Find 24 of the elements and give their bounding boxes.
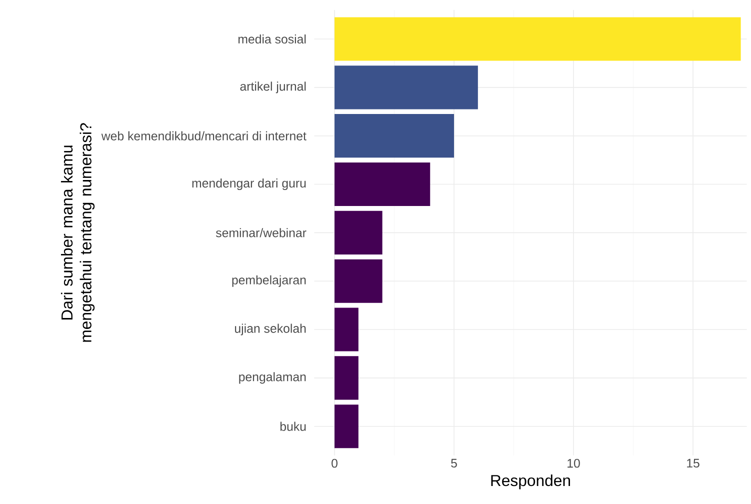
bar [334, 66, 478, 110]
bar [334, 404, 358, 448]
x-tick-label: 5 [451, 458, 457, 468]
y-tick-label: pengalaman [239, 372, 306, 384]
y-tick-label: pembelajaran [232, 275, 306, 287]
y-tick-label: buku [280, 422, 306, 431]
y-axis-title: Dari sumber mana kamu mengetahui tentang numerasi? [60, 123, 95, 342]
x-tick-label: 10 [568, 458, 580, 468]
y-tick-label: ujian sekolah [235, 324, 306, 336]
y-tick-label: artikel jurnal [240, 82, 306, 94]
x-tick-label: 15 [687, 458, 700, 468]
bar [334, 17, 741, 61]
y-tick-label: web kemendikbud/mencari di internet [101, 131, 306, 140]
y-tick-label: media sosial [238, 34, 306, 44]
bar [334, 308, 358, 352]
y-tick-label: mendengar dari guru [192, 178, 306, 190]
bar [334, 210, 382, 254]
y-tick-label: seminar/webinar [216, 228, 306, 238]
x-tick-label: 0 [332, 458, 338, 468]
bar [334, 162, 430, 206]
bar [334, 114, 454, 158]
bar [334, 356, 358, 400]
bar [334, 259, 382, 303]
x-axis-title: Responden [491, 474, 570, 490]
